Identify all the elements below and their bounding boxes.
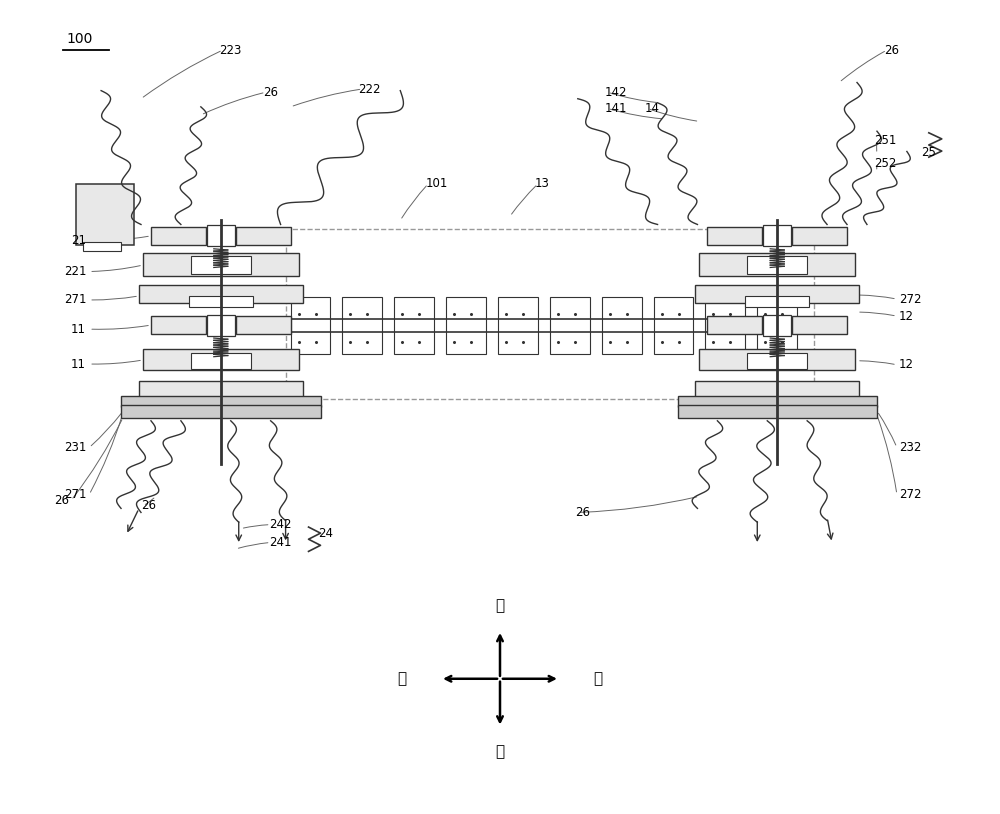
Text: 26: 26 [884, 44, 899, 56]
Bar [191, 352, 251, 369]
Bar [121, 405, 320, 418]
Bar [236, 227, 291, 245]
Text: 13: 13 [535, 177, 550, 190]
Text: 272: 272 [899, 488, 921, 501]
Bar [498, 297, 538, 354]
Bar [792, 227, 847, 245]
Text: 26: 26 [263, 85, 278, 98]
Bar [139, 286, 303, 303]
Bar [151, 227, 206, 245]
Text: 141: 141 [605, 102, 627, 115]
Text: 21: 21 [71, 234, 86, 247]
Bar [763, 314, 791, 335]
Text: 26: 26 [54, 494, 69, 507]
Text: 右: 右 [593, 672, 602, 686]
Bar [207, 314, 235, 335]
Bar [707, 227, 762, 245]
Bar [678, 396, 877, 407]
Bar [699, 349, 855, 370]
Text: 26: 26 [141, 500, 156, 513]
Bar [747, 352, 807, 369]
Bar [151, 316, 206, 334]
Bar [394, 297, 434, 354]
Bar [76, 184, 134, 245]
Text: 242: 242 [269, 519, 291, 531]
Text: 24: 24 [319, 527, 334, 540]
Text: 252: 252 [874, 157, 896, 170]
Bar [792, 316, 847, 334]
Bar [602, 297, 642, 354]
Text: 14: 14 [645, 102, 660, 115]
Bar [695, 381, 859, 399]
Bar [286, 229, 814, 399]
Text: 101: 101 [425, 177, 448, 190]
Bar [236, 316, 291, 334]
Bar [757, 297, 797, 354]
Bar [191, 256, 251, 274]
Bar [83, 242, 121, 252]
Text: 前: 前 [495, 744, 505, 759]
Text: 25: 25 [921, 146, 936, 159]
Bar [143, 253, 299, 276]
Text: 26: 26 [575, 506, 590, 519]
Bar [695, 286, 859, 303]
Bar [550, 297, 590, 354]
Bar [207, 225, 235, 247]
Text: 271: 271 [64, 293, 86, 306]
Bar [699, 253, 855, 276]
Bar [291, 297, 330, 354]
Text: 241: 241 [269, 536, 291, 549]
Text: 232: 232 [899, 441, 921, 454]
Bar [763, 225, 791, 247]
Text: 222: 222 [358, 82, 381, 95]
Bar [705, 297, 745, 354]
Bar [707, 316, 762, 334]
Bar [143, 349, 299, 370]
Text: 11: 11 [71, 322, 86, 335]
Bar [189, 295, 253, 307]
Text: 100: 100 [66, 32, 93, 46]
Bar [139, 381, 303, 399]
Bar [747, 256, 807, 274]
Text: 223: 223 [219, 44, 241, 56]
Text: 231: 231 [64, 441, 86, 454]
Text: 12: 12 [899, 309, 914, 322]
Text: 后: 后 [495, 598, 505, 613]
Bar [678, 405, 877, 418]
Bar [342, 297, 382, 354]
Text: 12: 12 [899, 358, 914, 371]
Bar [745, 295, 809, 307]
Text: 142: 142 [605, 85, 627, 98]
Bar [121, 396, 320, 407]
Text: 251: 251 [874, 134, 896, 147]
Text: 221: 221 [64, 265, 86, 278]
Bar [654, 297, 693, 354]
Text: 271: 271 [64, 488, 86, 501]
Text: 272: 272 [899, 292, 921, 305]
Text: 左: 左 [398, 672, 407, 686]
Text: 11: 11 [71, 357, 86, 370]
Bar [446, 297, 486, 354]
